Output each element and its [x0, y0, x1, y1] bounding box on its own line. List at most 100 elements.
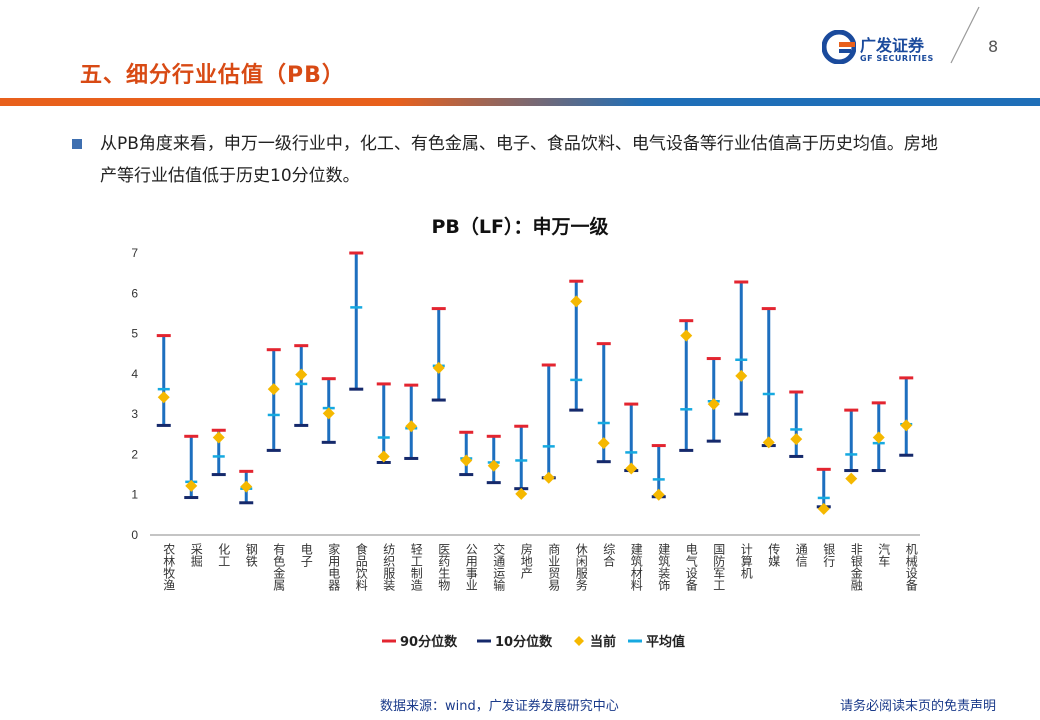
- x-tick-label: 钢铁: [244, 543, 258, 567]
- x-tick-label: 休闲服务: [574, 543, 588, 591]
- industry-group: 房地产: [514, 424, 533, 580]
- current-mark: [515, 487, 528, 500]
- current-mark: [185, 479, 198, 492]
- legend-item: 当前: [574, 634, 616, 650]
- current-mark: [542, 471, 555, 484]
- header-band: [0, 98, 1040, 106]
- industry-group: 交通运输: [486, 434, 506, 592]
- industry-group: 采掘: [184, 434, 203, 568]
- divider-slash: [950, 6, 980, 64]
- industry-group: 计算机: [734, 280, 753, 579]
- current-mark: [487, 459, 500, 472]
- current-mark: [405, 420, 418, 433]
- x-tick-label: 采掘: [189, 543, 203, 568]
- industry-group: 钢铁: [239, 469, 258, 567]
- current-mark: [790, 433, 803, 446]
- logo-text-cn: 广发证券: [860, 36, 925, 55]
- current-mark: [322, 407, 335, 420]
- legend-label: 平均值: [646, 634, 685, 650]
- current-mark: [212, 431, 225, 444]
- current-mark: [240, 480, 253, 493]
- x-tick-label: 非银金融: [849, 543, 863, 592]
- industry-group: 通信: [789, 390, 808, 568]
- industry-group: 国防军工: [706, 357, 726, 591]
- current-mark: [735, 369, 748, 382]
- industry-group: 传媒: [761, 307, 781, 567]
- industry-group: 电子: [294, 344, 313, 567]
- industry-group: 农林牧渔: [156, 334, 176, 591]
- current-mark: [762, 436, 775, 449]
- company-logo: 广发证券 GF SECURITIES: [821, 29, 947, 70]
- industry-group: 非银金融: [844, 408, 863, 592]
- page-number: 8: [988, 37, 999, 56]
- x-tick-label: 有色金属: [272, 543, 286, 592]
- industry-group: 医药生物: [431, 307, 451, 591]
- x-tick-label: 计算机: [739, 543, 753, 579]
- current-mark: [872, 431, 885, 444]
- y-tick-label: 1: [131, 488, 138, 502]
- x-tick-label: 医药生物: [437, 543, 451, 591]
- y-tick-label: 3: [131, 407, 138, 421]
- industry-group: 汽车: [871, 401, 891, 568]
- current-mark: [707, 398, 720, 411]
- current-mark: [377, 450, 390, 463]
- x-tick-label: 公用事业: [464, 543, 478, 591]
- gf-logo-icon: [821, 29, 857, 65]
- y-tick-label: 2: [131, 447, 138, 461]
- x-tick-label: 商业贸易: [547, 542, 561, 592]
- current-mark: [817, 502, 830, 515]
- x-tick-label: 电气设备: [684, 543, 698, 592]
- industry-group: 电气设备: [679, 319, 698, 592]
- legend-item: 90分位数: [382, 634, 458, 650]
- legend-swatch: [574, 636, 584, 646]
- current-mark: [295, 368, 308, 381]
- x-tick-label: 纺织服装: [382, 543, 396, 592]
- x-tick-label: 家用电器: [327, 542, 341, 592]
- x-tick-label: 房地产: [519, 542, 533, 580]
- industry-group: 休闲服务: [569, 279, 588, 591]
- legend-label: 当前: [590, 634, 616, 650]
- logo-text-en: GF SECURITIES: [860, 54, 934, 63]
- industry-group: 商业贸易: [541, 363, 561, 592]
- current-mark: [267, 383, 280, 396]
- industry-group: 有色金属: [266, 348, 286, 592]
- legend-label: 90分位数: [400, 634, 458, 650]
- x-tick-label: 交通运输: [492, 542, 506, 592]
- industry-group: 纺织服装: [376, 382, 396, 592]
- x-tick-label: 通信: [794, 543, 808, 568]
- x-tick-label: 农林牧渔: [162, 543, 176, 591]
- current-mark: [570, 295, 583, 308]
- page-title: 五、细分行业估值（PB）: [80, 63, 345, 88]
- x-tick-label: 国防军工: [712, 543, 726, 591]
- industry-group: 轻工制造: [404, 383, 423, 591]
- industry-group: 机械设备: [899, 376, 918, 592]
- current-mark: [460, 454, 473, 467]
- x-tick-label: 建筑材料: [629, 543, 643, 591]
- current-mark: [597, 437, 610, 450]
- chart-title: PB（LF）：申万一级: [431, 216, 609, 238]
- x-tick-label: 电子: [299, 543, 313, 567]
- x-tick-label: 传媒: [767, 542, 781, 567]
- industry-group: 食品饮料: [349, 251, 368, 591]
- x-tick-label: 机械设备: [904, 543, 918, 592]
- industry-group: 建筑装饰: [651, 444, 671, 591]
- x-tick-label: 食品饮料: [354, 542, 368, 591]
- x-tick-label: 化工: [217, 543, 231, 567]
- current-mark: [157, 391, 170, 404]
- disclaimer: 请务必阅读末页的免责声明: [840, 699, 997, 714]
- legend-label: 10分位数: [495, 634, 553, 650]
- y-tick-label: 4: [131, 367, 138, 381]
- legend-item: 平均值: [628, 634, 685, 650]
- y-tick-label: 0: [131, 528, 138, 542]
- current-mark: [625, 462, 638, 475]
- current-mark: [652, 488, 665, 501]
- x-tick-label: 银行: [822, 543, 836, 567]
- industry-group: 综合: [596, 342, 616, 567]
- industry-group: 建筑材料: [624, 402, 643, 591]
- bullet-marker: [72, 139, 82, 149]
- current-mark: [845, 472, 858, 485]
- industry-group: 公用事业: [459, 430, 478, 591]
- legend-item: 10分位数: [477, 634, 553, 650]
- y-tick-label: 6: [131, 286, 138, 300]
